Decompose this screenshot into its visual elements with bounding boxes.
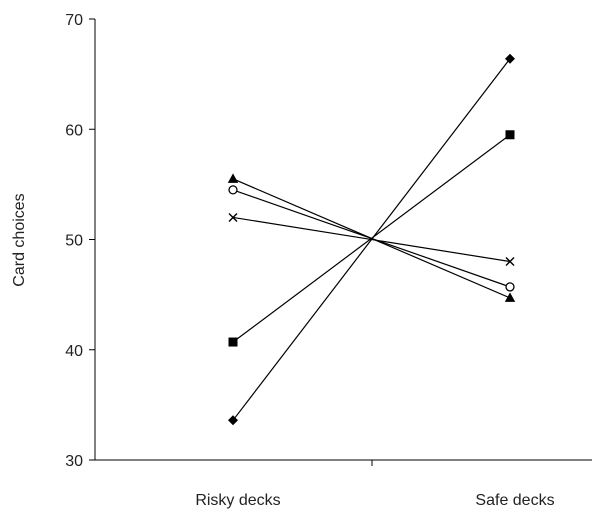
marker-circle-open bbox=[505, 282, 515, 292]
marker-cross bbox=[505, 257, 515, 267]
marker-circle-open bbox=[228, 185, 238, 195]
x-tick-label: Safe decks bbox=[475, 492, 554, 509]
y-tick-label: 60 bbox=[65, 122, 83, 139]
marker-cross bbox=[228, 212, 238, 222]
y-axis-ticks: 30 40 50 60 70 bbox=[65, 12, 95, 470]
y-tick-label: 70 bbox=[65, 12, 83, 29]
series-lines bbox=[232, 58, 511, 421]
series-markers bbox=[227, 53, 516, 426]
marker-square-filled bbox=[228, 337, 238, 347]
y-tick-label: 40 bbox=[65, 343, 83, 360]
series-line-cross bbox=[232, 216, 511, 263]
marker-triangle-filled bbox=[504, 292, 516, 302]
y-tick-label: 30 bbox=[65, 453, 83, 470]
marker-triangle-filled bbox=[227, 173, 239, 183]
y-axis-title: Card choices bbox=[11, 193, 28, 286]
x-tick-label: Risky decks bbox=[195, 492, 280, 509]
x-axis-tick-labels: Risky decks Safe decks bbox=[195, 492, 554, 509]
series-line-triangle-filled bbox=[232, 178, 511, 299]
y-tick-label: 50 bbox=[65, 233, 83, 250]
marker-diamond-filled bbox=[228, 415, 238, 426]
marker-diamond-filled bbox=[505, 53, 515, 64]
marker-square-filled bbox=[505, 130, 515, 140]
